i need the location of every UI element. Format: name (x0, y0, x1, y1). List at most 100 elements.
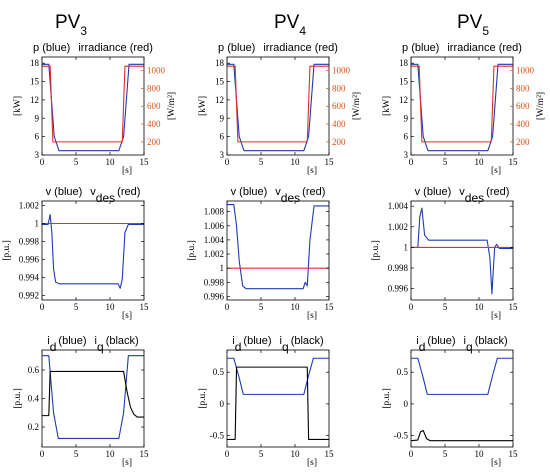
y-axis-label: [p.u.] (382, 388, 392, 409)
x-tick-label: 15 (140, 302, 150, 312)
y2-tick-label: 600 (147, 101, 161, 111)
y2-tick-label: 200 (332, 137, 346, 147)
y-tick-label: 0.998 (204, 277, 225, 287)
y-axis-label: [p.u.] (13, 388, 23, 409)
y-tick-label: 0.996 (19, 255, 40, 265)
x-axis-label: [s] (122, 311, 132, 321)
panel-0-1: p (blue) irradiance (red) 0 5 10 15 3 6 9 12 15 18 2… (198, 42, 362, 176)
y-tick-label: 1.002 (19, 201, 39, 211)
x-tick-label: 10 (106, 302, 116, 312)
title-part-a: i (416, 335, 418, 347)
y-tick-label: 15 (399, 77, 409, 87)
title-part-a: v (blue) (46, 186, 83, 198)
series-line-blue (227, 63, 329, 152)
y2-tick-label: 400 (147, 119, 161, 129)
y2-tick-label: 1000 (332, 66, 351, 76)
x-tick-label: 5 (259, 302, 264, 312)
title-part-b: v (275, 186, 281, 198)
y-tick-label: 1 (35, 219, 40, 229)
y-tick-label: 6 (220, 132, 225, 142)
series-line-black (227, 366, 329, 440)
column-title-pv3: PV3 (55, 12, 87, 38)
title-part-c: (red) (302, 186, 325, 198)
panel-2-1: id (blue) iq (black)0 5 10 15-0.500.5[s][p.u.] (198, 335, 334, 468)
y-axis-label: [p.u.] (2, 240, 12, 261)
y2-tick-label: 600 (332, 101, 346, 111)
series-line-blue (42, 213, 144, 289)
y-axis-label: [kW] (198, 96, 208, 116)
y-axis-label: [p.u.] (371, 240, 381, 261)
x-tick-label: 15 (325, 157, 335, 167)
x-tick-label: 10 (106, 449, 116, 459)
y-tick-label: 3 (220, 150, 225, 160)
y2-tick-label: 800 (147, 83, 161, 93)
x-tick-label: 5 (259, 157, 264, 167)
y2-tick-label: 800 (332, 83, 346, 93)
series-line-blue (411, 207, 513, 295)
panel-title: id (blue) iq (black) (47, 335, 138, 354)
panel-title: p (blue) irradiance (red) (218, 42, 338, 54)
y-tick-label: 1.002 (388, 222, 408, 232)
title-part-b-sub: q (97, 340, 104, 354)
title-part-a-sub: d (50, 340, 57, 354)
y-tick-label: 9 (404, 113, 409, 123)
title-part-a: v (blue) (415, 186, 452, 198)
series-line-black (42, 370, 144, 418)
series-line-blue (411, 63, 513, 152)
y2-tick-label: 800 (516, 83, 530, 93)
series-line-blue (227, 357, 329, 395)
x-tick-label: 10 (106, 157, 116, 167)
x-tick-label: 5 (74, 302, 79, 312)
x-axis-label: [s] (122, 166, 132, 176)
y2-axis-label: [W/m²] (352, 92, 362, 120)
x-tick-label: 10 (291, 449, 301, 459)
panel-2-2: id (blue) iq (black)0 5 10 15-0.500.5[s][p.u.] (382, 335, 518, 468)
y-tick-label: 15 (30, 77, 40, 87)
title-part-b-sub: q (466, 340, 473, 354)
title-part-b: irradiance (red) (263, 42, 338, 54)
title-part-a2: (blue) (58, 335, 86, 347)
panel-title: id (blue) iq (black) (232, 335, 323, 354)
y-tick-label: 0.4 (28, 394, 40, 404)
y-tick-label: 12 (215, 95, 224, 105)
plot-frame (226, 200, 330, 301)
x-tick-label: 0 (225, 302, 230, 312)
x-tick-label: 0 (409, 449, 414, 459)
y-axis-label: [p.u.] (198, 388, 208, 409)
x-tick-label: 5 (443, 449, 448, 459)
panel-1-2: v (blue) vdes (red) 0 5 10 15 0.996 0.998 1 1.002 1… (371, 186, 518, 321)
x-axis-label: [s] (491, 458, 501, 468)
series-line-blue (411, 357, 513, 395)
title-part-c: (black) (475, 335, 508, 347)
title-part-b: v (459, 186, 465, 198)
column-title-pv5: PV5 (457, 12, 489, 38)
y-tick-label: 0.998 (388, 263, 409, 273)
x-tick-label: 5 (259, 449, 264, 459)
title-part-a-sub: d (419, 340, 426, 354)
title-part-b: i (95, 335, 97, 347)
y-tick-label: 1.002 (204, 249, 224, 259)
y-axis-label: [kW] (13, 96, 23, 116)
series-line-red (411, 65, 513, 143)
panel-0-0: p (blue) irradiance (red) 0 5 10 15 3 6 9 12 15 18 2… (13, 42, 177, 176)
y-tick-label: 0.5 (213, 367, 225, 377)
y-tick-label: 9 (35, 113, 40, 123)
x-axis-label: [s] (491, 311, 501, 321)
title-part-b-sub: des (465, 191, 484, 205)
y-tick-label: 0 (404, 399, 409, 409)
title-part-c: (black) (106, 335, 139, 347)
x-tick-label: 0 (225, 157, 230, 167)
plot-frame (410, 349, 514, 448)
x-tick-label: 15 (325, 449, 335, 459)
x-tick-label: 10 (475, 449, 485, 459)
x-tick-label: 10 (291, 302, 301, 312)
x-tick-label: 5 (74, 449, 79, 459)
title-part-a: i (47, 335, 49, 347)
y-tick-label: 0.6 (28, 365, 40, 375)
y-tick-label: 1.008 (204, 207, 225, 217)
y-tick-label: 0.994 (19, 273, 40, 283)
y2-tick-label: 200 (147, 137, 161, 147)
x-tick-label: 15 (509, 157, 519, 167)
panel-title: p (blue) irradiance (red) (402, 42, 522, 54)
